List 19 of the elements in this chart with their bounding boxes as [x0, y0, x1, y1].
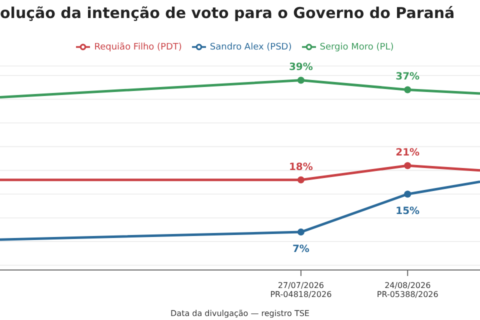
data-label: 18%: [288, 162, 313, 173]
point: [404, 162, 412, 170]
x-tick-label: 27/07/2026 PR-04818/2026: [270, 281, 332, 299]
legend-label: Sandro Alex (PSD): [210, 42, 292, 52]
data-label: 39%: [288, 62, 313, 74]
x-tick-label: 24/08/2026 PR-05388/2026: [376, 281, 438, 299]
data-label: 15%: [396, 206, 420, 218]
data-label: 7%: [292, 244, 310, 256]
legend-label: Requião Filho (PDT): [94, 42, 182, 52]
point: [297, 228, 304, 236]
point: [297, 76, 304, 84]
point: [404, 190, 412, 198]
point: [404, 86, 412, 94]
point: [297, 176, 304, 184]
chart-title: olução da intenção de voto para o Governo do Paraná: [0, 4, 456, 22]
data-label: 37%: [396, 72, 420, 83]
x-axis-title: Data da divulgação — registro TSE: [170, 309, 310, 318]
legend-label: Sergio Moro (PL): [320, 42, 394, 52]
data-label: 21%: [396, 148, 420, 159]
